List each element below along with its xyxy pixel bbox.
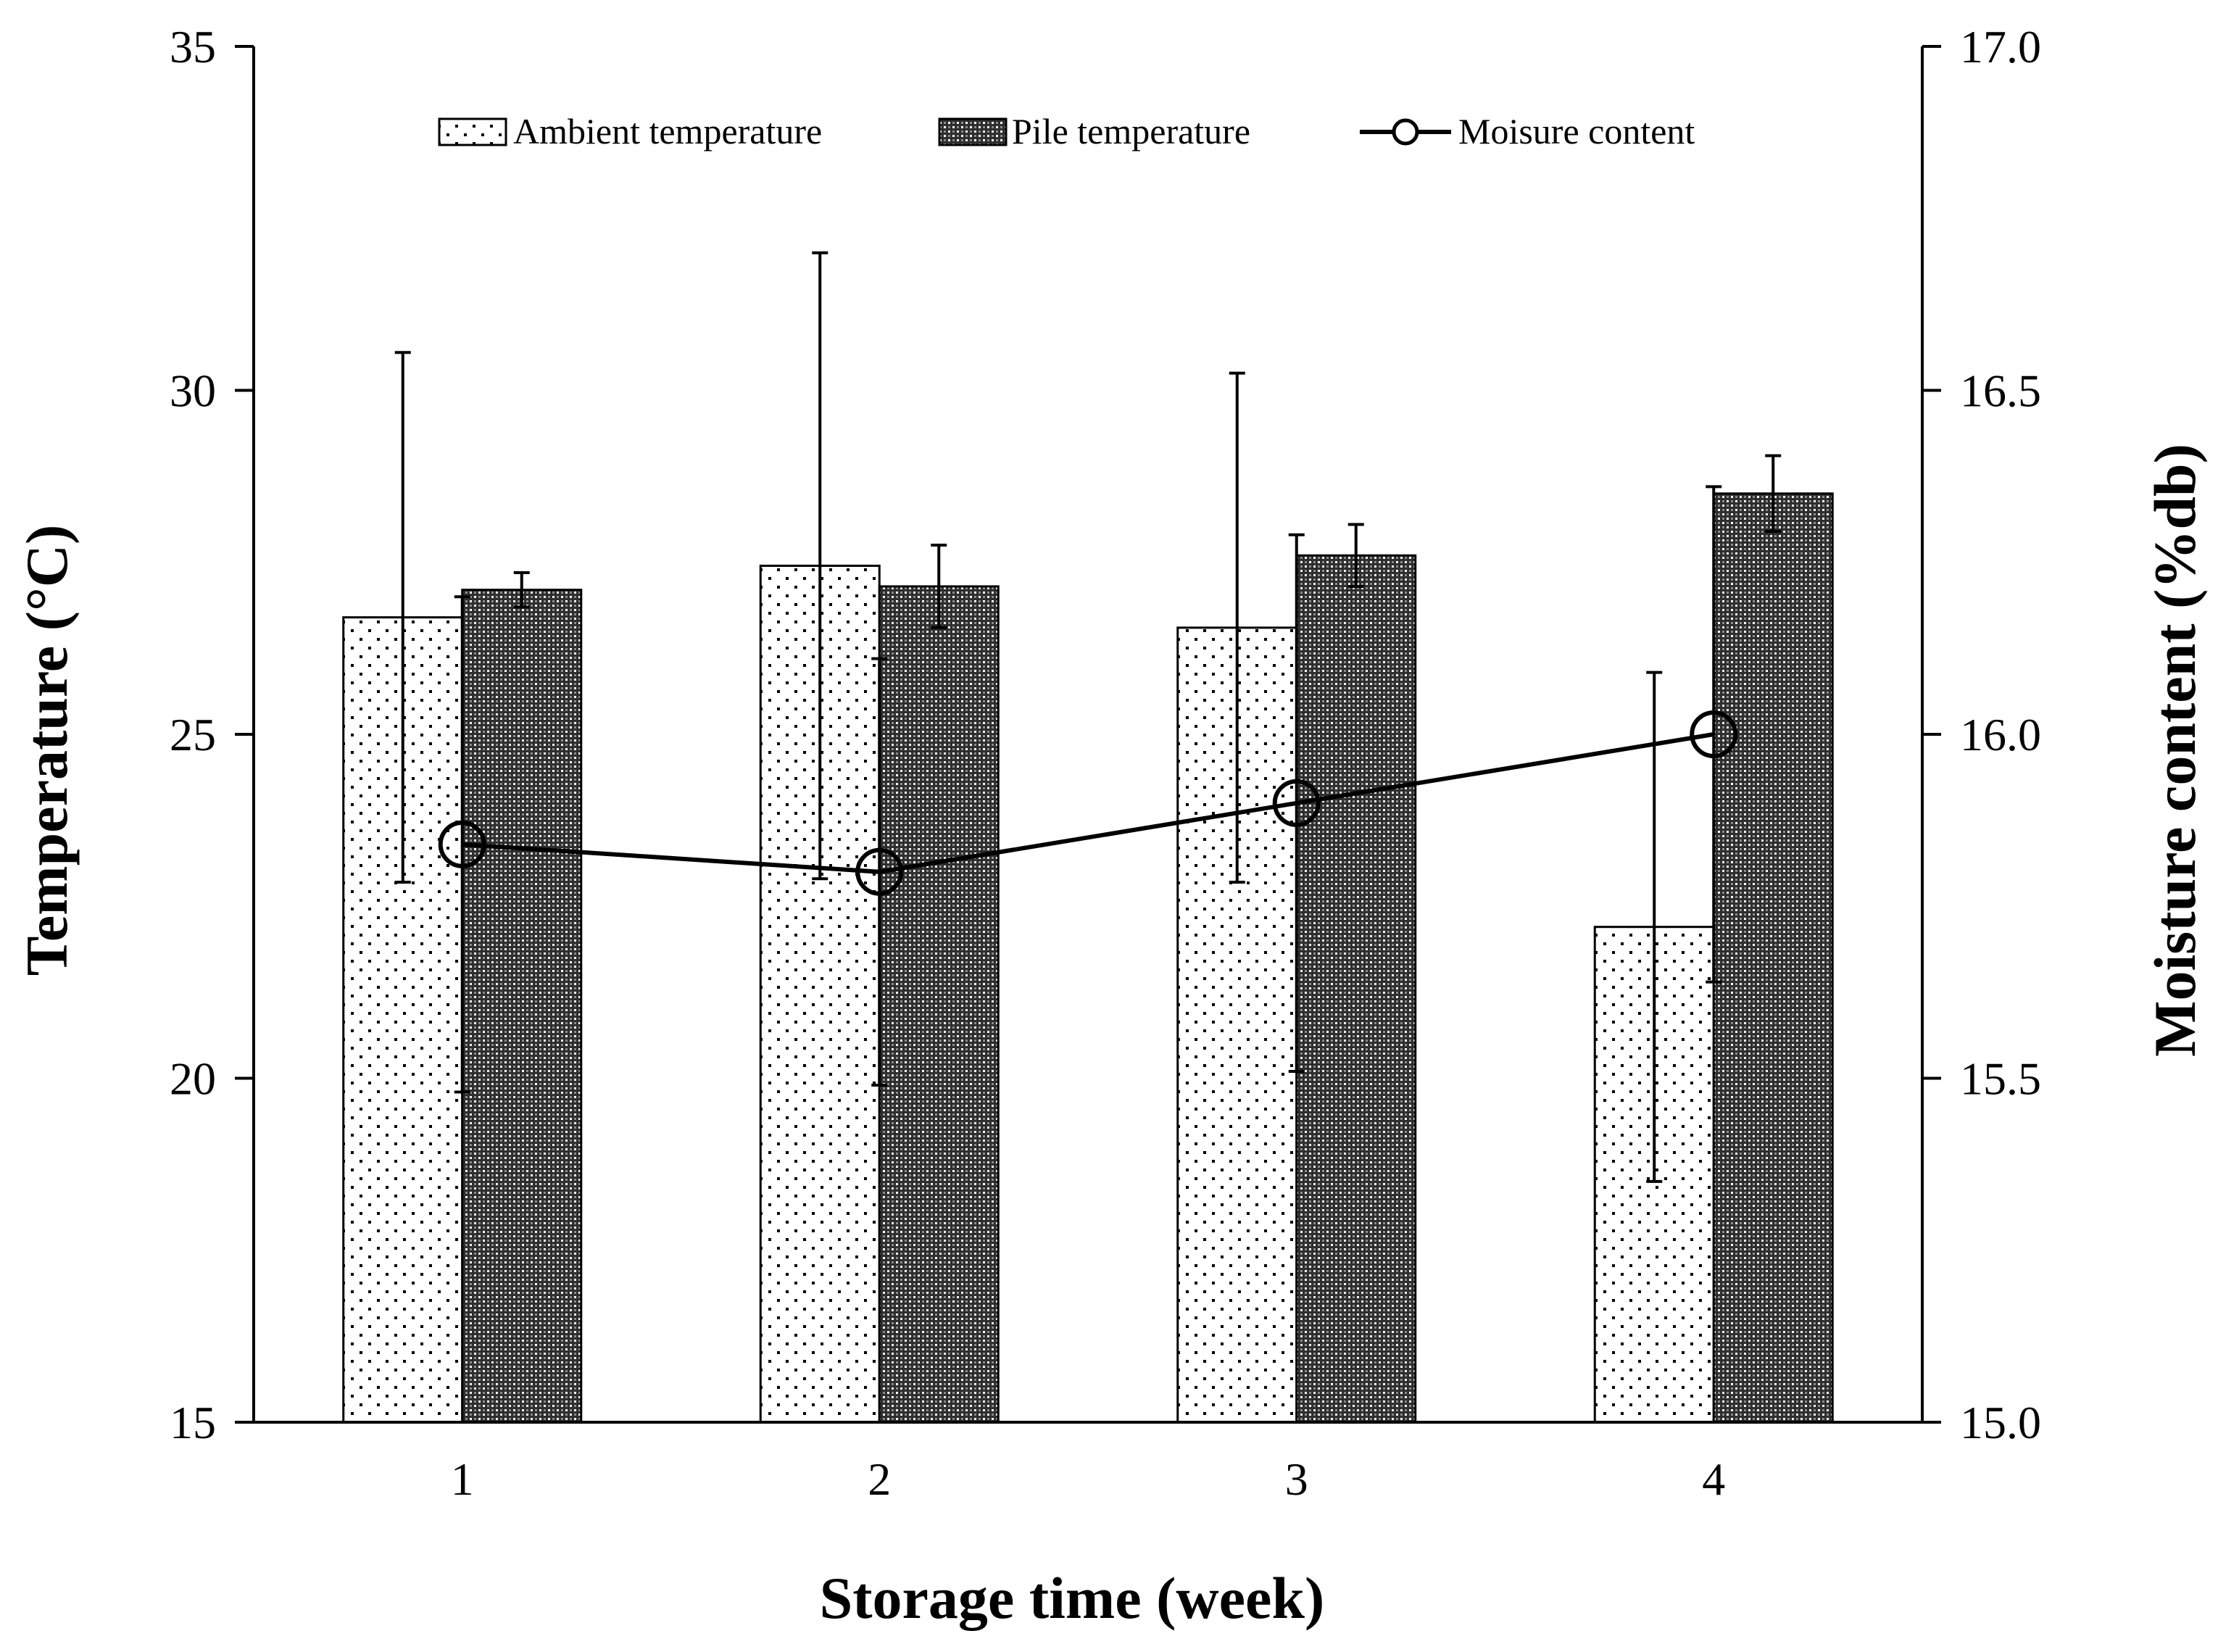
bar-pile-week-1 [461,589,583,1424]
x-tick-label-3: 3 [1285,1453,1308,1505]
left-y-tick-label-25: 25 [170,709,216,760]
left-y-tick-label-20: 20 [170,1053,216,1105]
error-bars-layer [394,251,1782,1183]
x-axis-ticks: 1 2 3 4 [451,1453,1726,1505]
left-y-axis-ticks: 15 20 25 30 35 [170,21,254,1448]
legend-label-ambient: Ambient temperature [513,111,822,151]
legend-label-moisture: Moisure content [1458,111,1695,151]
bar-pile-week-4 [1712,492,1834,1424]
left-y-tick-label-30: 30 [170,365,216,417]
legend-swatch-pile [938,117,1008,146]
moisture-point-week-4 [1690,710,1738,758]
right-y-axis-ticks: 15.0 15.5 16.0 16.5 17.0 [1922,21,2041,1448]
legend-swatch-ambient [438,117,507,146]
x-axis-title: Storage time (week) [820,1565,1325,1631]
right-y-tick-label-16.0: 16.0 [1960,709,2041,760]
right-y-tick-label-15.0: 15.0 [1960,1397,2041,1448]
moisture-point-week-1 [438,820,486,868]
right-y-tick-label-16.5: 16.5 [1960,365,2041,417]
moisture-line-layer [438,710,1738,896]
moisture-line [462,732,1714,874]
x-tick-label-2: 2 [868,1453,891,1505]
x-tick-label-1: 1 [451,1453,474,1505]
legend: Ambient temperature Pile temperature Moi… [438,111,1695,151]
moisture-point-week-3 [1272,779,1321,827]
moisture-point-week-2 [855,847,904,896]
bars-layer [342,492,1834,1424]
legend-marker-moisture [1392,118,1419,146]
bar-pile-week-2 [878,585,1000,1424]
plot-area [252,46,1924,1424]
x-tick-label-4: 4 [1702,1453,1725,1505]
left-y-tick-label-15: 15 [170,1397,216,1448]
right-y-axis-title: Moisture content (%db) [2142,444,2208,1057]
right-y-tick-label-15.5: 15.5 [1960,1053,2041,1105]
legend-label-pile: Pile temperature [1012,111,1250,151]
right-y-tick-label-17.0: 17.0 [1960,21,2041,72]
left-y-tick-label-35: 35 [170,21,216,72]
bar-pile-week-3 [1295,554,1417,1424]
left-y-axis-title: Temperature (°C) [14,525,80,976]
